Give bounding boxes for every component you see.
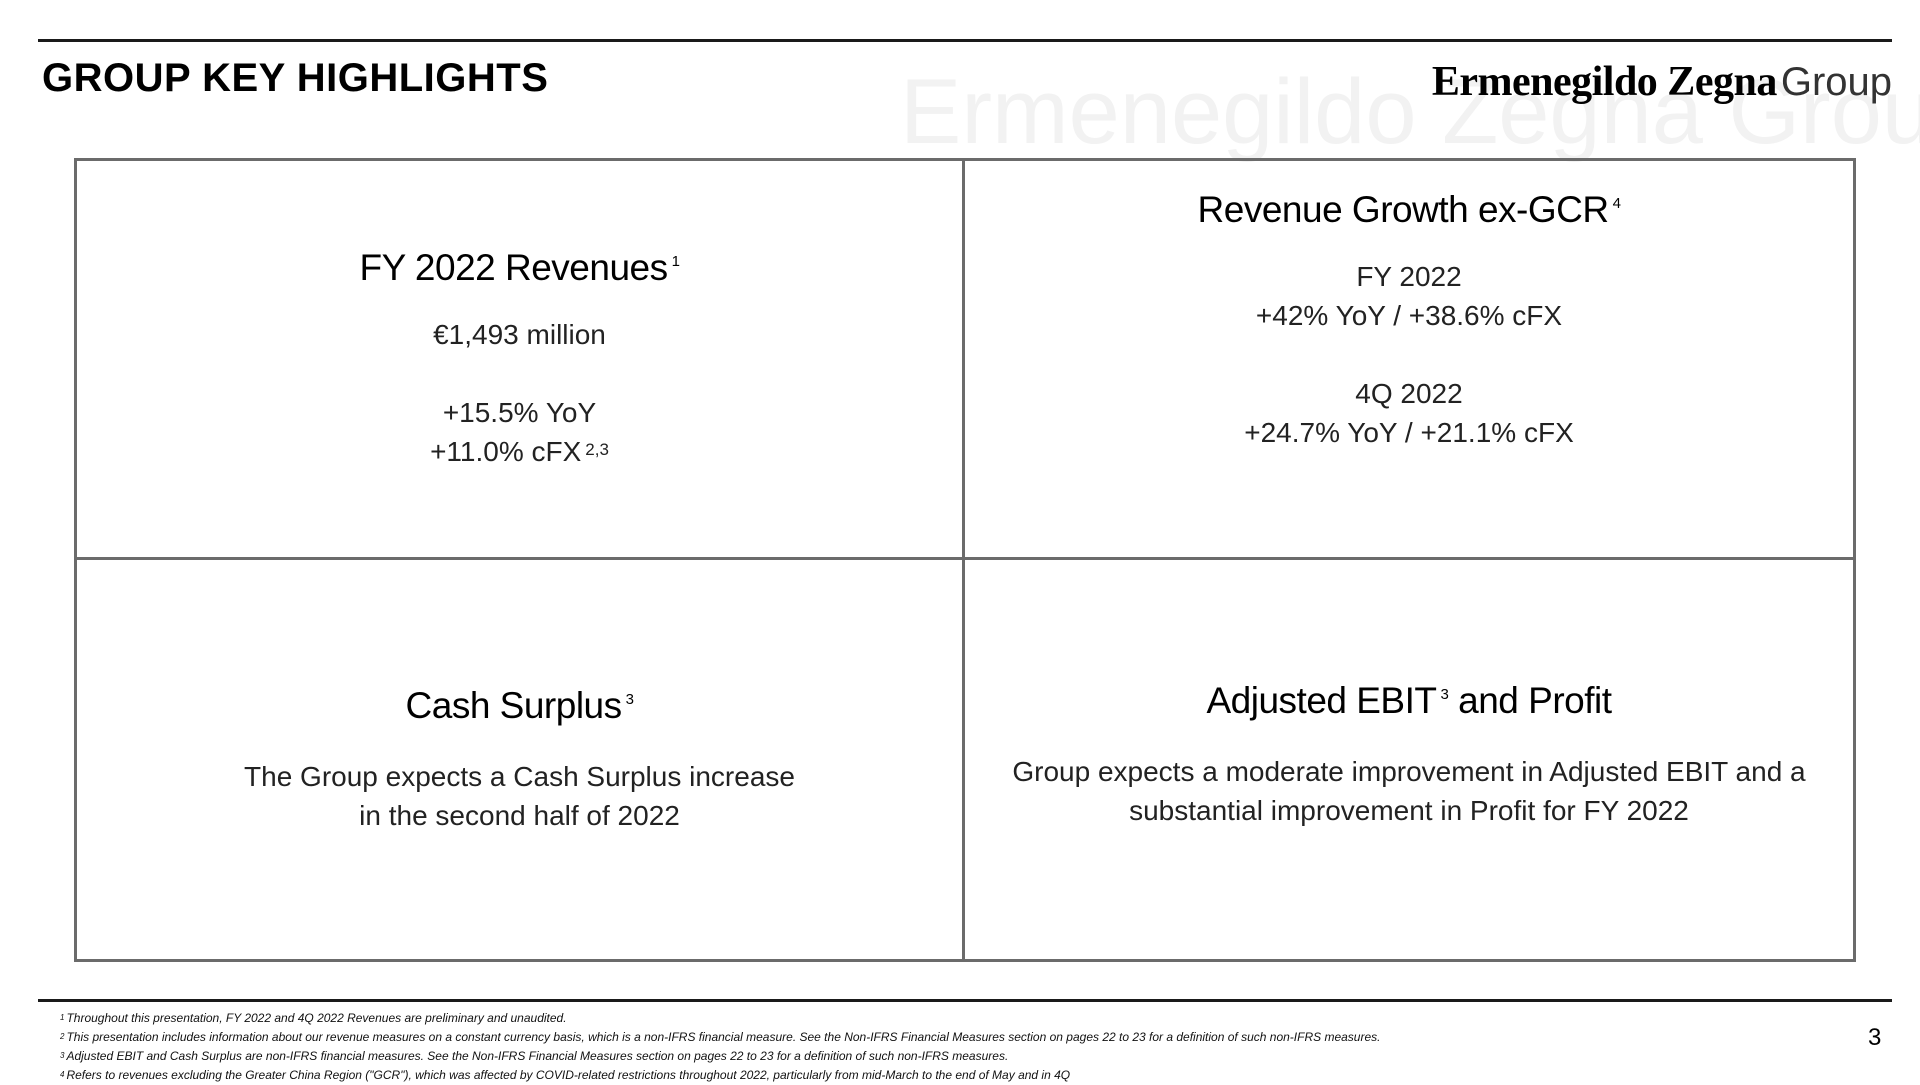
growth-title: Revenue Growth ex-GCR 4 <box>1198 189 1621 231</box>
revenues-cfx-footnote: 2,3 <box>585 440 609 459</box>
revenues-title-footnote: 1 <box>671 253 680 270</box>
footnote-text: Throughout this presentation, FY 2022 an… <box>66 1011 567 1025</box>
growth-panel: Revenue Growth ex-GCR 4 FY 2022 +42% YoY … <box>965 161 1853 560</box>
revenues-cfx: +11.0% cFX 2,3 <box>430 432 609 471</box>
revenues-panel: FY 2022 Revenues 1 €1,493 million +15.5% … <box>77 161 965 560</box>
footnote-number: 2 <box>60 1032 65 1041</box>
growth-title-text: Revenue Growth ex-GCR <box>1197 189 1610 230</box>
growth-fy-label: FY 2022 <box>1356 261 1462 292</box>
bottom-rule <box>38 999 1892 1002</box>
footnote-text: This presentation includes information a… <box>66 1030 1381 1044</box>
growth-fy-value: +42% YoY / +38.6% cFX <box>1255 300 1563 331</box>
highlights-grid: FY 2022 Revenues 1 €1,493 million +15.5% … <box>74 158 1856 962</box>
page-number: 3 <box>1868 1024 1882 1051</box>
footnote-text: Adjusted EBIT and Cash Surplus are non-I… <box>66 1049 1009 1063</box>
growth-q4-value: +24.7% YoY / +21.1% cFX <box>1244 417 1574 448</box>
revenues-yoy: +15.5% YoY <box>442 397 597 428</box>
footnote-text: Refers to revenues excluding the Greater… <box>66 1068 1071 1082</box>
cash-title-footnote: 3 <box>625 690 634 708</box>
ebit-panel: Adjusted EBIT 3 and Profit Group expects … <box>965 560 1853 959</box>
ebit-title-footnote: 3 <box>1440 686 1449 703</box>
cash-title: Cash Surplus 3 <box>406 685 634 727</box>
revenues-cfx-text: +11.0% cFX <box>430 436 582 467</box>
footnote: 4 Refers to revenues excluding the Greate… <box>60 1066 1380 1085</box>
watermark-logo: Ermenegildo Zegna Group <box>900 61 1920 163</box>
ebit-title-suffix: and Profit <box>1448 680 1612 721</box>
logo-brand: Ermenegildo Zegna <box>1431 59 1778 105</box>
page-title: GROUP KEY HIGHLIGHTS <box>42 56 549 100</box>
cash-panel: Cash Surplus 3 The Group expects a Cash S… <box>77 560 965 959</box>
ebit-title-text: Adjusted EBIT <box>1206 680 1437 721</box>
footnote: 2 This presentation includes information … <box>60 1028 1380 1047</box>
ebit-title: Adjusted EBIT 3 and Profit <box>1206 680 1612 722</box>
footnote-number: 1 <box>60 1013 65 1022</box>
revenues-title-text: FY 2022 Revenues <box>359 247 669 288</box>
cash-title-text: Cash Surplus <box>405 684 623 726</box>
footnote-number: 3 <box>60 1051 65 1060</box>
footnote: 3 Adjusted EBIT and Cash Surplus are non-… <box>60 1047 1380 1066</box>
footnote-number: 4 <box>60 1070 65 1079</box>
revenues-amount: €1,493 million <box>433 319 606 350</box>
top-rule <box>38 39 1892 42</box>
ebit-line-2: substantial improvement in Profit for FY… <box>1129 795 1689 826</box>
growth-q4-label: 4Q 2022 <box>1355 378 1463 409</box>
footnote: 1 Throughout this presentation, FY 2022 a… <box>60 1009 1380 1028</box>
cash-line-2: in the second half of 2022 <box>359 799 680 831</box>
ebit-line-1: Group expects a moderate improvement in … <box>1012 756 1806 787</box>
logo-suffix: Group <box>1780 60 1892 104</box>
growth-title-footnote: 4 <box>1612 195 1621 212</box>
footnotes: 1 Throughout this presentation, FY 2022 a… <box>60 1009 1380 1085</box>
company-logo: Ermenegildo Zegna Group <box>1432 58 1892 106</box>
revenues-title: FY 2022 Revenues 1 <box>360 247 680 289</box>
cash-line-1: The Group expects a Cash Surplus increas… <box>244 760 795 792</box>
